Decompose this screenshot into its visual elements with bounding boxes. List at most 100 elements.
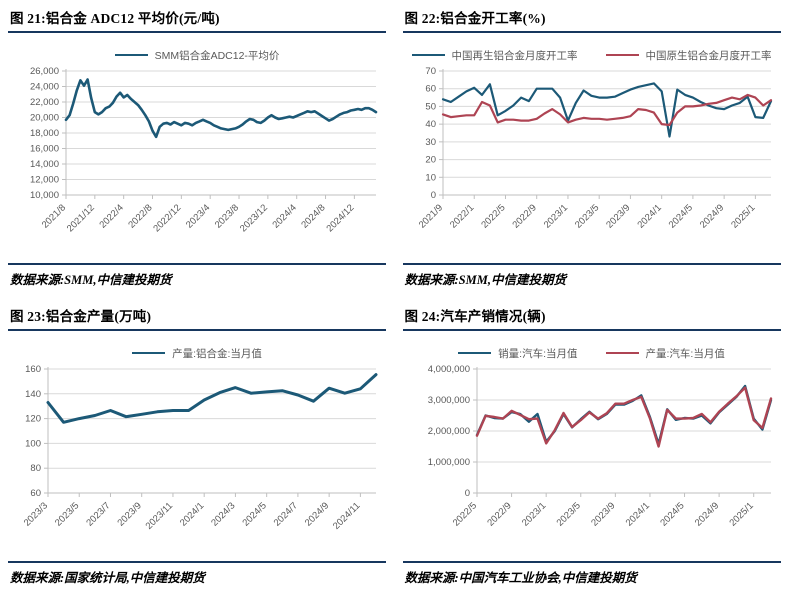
legend-line-swatch	[132, 351, 166, 355]
svg-text:40: 40	[425, 119, 436, 130]
svg-text:2024/7: 2024/7	[272, 500, 300, 528]
svg-text:2024/4: 2024/4	[270, 202, 298, 230]
legend-line-swatch	[114, 53, 148, 57]
figure-title-24: 图 24:汽车产销情况(辆)	[402, 300, 781, 331]
svg-text:20,000: 20,000	[30, 113, 59, 124]
svg-text:2024/1: 2024/1	[623, 500, 651, 528]
svg-text:20: 20	[425, 155, 436, 166]
chart-21-legend: SMM铝合金ADC12-平均价	[8, 47, 386, 63]
svg-text:2025/1: 2025/1	[727, 500, 755, 528]
svg-text:2021/9: 2021/9	[416, 202, 444, 230]
svg-text:2022/9: 2022/9	[510, 202, 538, 230]
figure-title-23: 图 23:铝合金产量(万吨)	[8, 300, 386, 331]
svg-text:2023/9: 2023/9	[604, 202, 632, 230]
legend-label: 产量:汽车:当月值	[645, 347, 725, 360]
svg-text:120: 120	[25, 414, 41, 425]
svg-text:2023/11: 2023/11	[144, 500, 176, 532]
svg-text:14,000: 14,000	[30, 159, 59, 170]
svg-text:2023/7: 2023/7	[84, 500, 112, 528]
svg-text:2022/9: 2022/9	[485, 500, 513, 528]
legend-line-swatch	[605, 351, 639, 355]
svg-text:2022/5: 2022/5	[479, 202, 507, 230]
svg-text:3,000,000: 3,000,000	[427, 395, 469, 406]
figure-title-21: 图 21:铝合金 ADC12 平均价(元/吨)	[8, 2, 386, 33]
figure-panel-23: 图 23:铝合金产量(万吨) 产量:铝合金:当月值 60 80 100 120 140 1…	[8, 300, 386, 588]
legend-line-swatch	[411, 53, 445, 57]
svg-text:60: 60	[425, 84, 436, 95]
svg-text:18,000: 18,000	[30, 128, 59, 139]
legend-item: 中国再生铝合金月度开工率	[411, 48, 578, 63]
data-source-note-22: 数据来源:SMM,中信建投期货	[402, 263, 781, 290]
svg-text:2023/5: 2023/5	[572, 202, 600, 230]
svg-text:2024/3: 2024/3	[209, 500, 237, 528]
svg-text:80: 80	[30, 463, 41, 474]
legend-item: 中国原生铝合金月度开工率	[605, 48, 772, 63]
svg-text:2023/3: 2023/3	[22, 500, 50, 528]
svg-text:140: 140	[25, 389, 41, 400]
svg-text:2024/9: 2024/9	[303, 500, 331, 528]
chart-23-alloy-output: 60 80 100 120 140 160 2023/3 2023/5 2023/7 2023/9…	[22, 364, 378, 532]
svg-text:2024/9: 2024/9	[697, 202, 725, 230]
legend-label: 中国原生铝合金月度开工率	[645, 49, 772, 62]
svg-text:16,000: 16,000	[30, 144, 59, 155]
chart-23-legend: 产量:铝合金:当月值	[8, 345, 386, 361]
legend-item: 产量:汽车:当月值	[605, 346, 725, 361]
svg-text:2024/5: 2024/5	[666, 202, 694, 230]
svg-text:1,000,000: 1,000,000	[427, 457, 469, 468]
svg-text:2024/1: 2024/1	[635, 202, 663, 230]
svg-text:2022/1: 2022/1	[447, 202, 475, 230]
legend-line-swatch	[458, 351, 492, 355]
svg-text:2024/11: 2024/11	[331, 500, 363, 532]
svg-text:2023/1: 2023/1	[541, 202, 569, 230]
svg-text:2021/12: 2021/12	[65, 202, 97, 234]
legend-item: 销量:汽车:当月值	[458, 346, 578, 361]
legend-item: 产量:铝合金:当月值	[132, 346, 262, 361]
svg-text:2023/9: 2023/9	[115, 500, 143, 528]
svg-text:100: 100	[25, 438, 41, 449]
svg-text:2024/1: 2024/1	[178, 500, 206, 528]
chart-21-adc12-average-price: 10,000 12,000 14,000 16,000 18,000 20,000 22,0…	[30, 66, 378, 234]
figure-panel-21: 图 21:铝合金 ADC12 平均价(元/吨) SMM铝合金ADC12-平均价 …	[8, 2, 386, 290]
svg-text:10,000: 10,000	[30, 190, 59, 201]
data-source-note-24: 数据来源:中国汽车工业协会,中信建投期货	[402, 561, 781, 588]
figure-title-22: 图 22:铝合金开工率(%)	[402, 2, 781, 33]
svg-text:2022/5: 2022/5	[450, 500, 478, 528]
svg-text:4,000,000: 4,000,000	[427, 364, 469, 375]
svg-text:22,000: 22,000	[30, 97, 59, 108]
svg-text:0: 0	[430, 190, 435, 201]
figure-panel-24: 图 24:汽车产销情况(辆) 销量:汽车:当月值 产量:汽车:当月值 0 1,000…	[402, 300, 781, 588]
legend-label: 产量:铝合金:当月值	[172, 347, 262, 360]
svg-text:2023/12: 2023/12	[238, 202, 270, 234]
legend-label: 中国再生铝合金月度开工率	[451, 49, 578, 62]
chart-24-legend: 销量:汽车:当月值 产量:汽车:当月值	[403, 345, 781, 361]
data-source-note-21: 数据来源:SMM,中信建投期货	[8, 263, 386, 290]
svg-text:2022/4: 2022/4	[97, 202, 125, 230]
svg-text:24,000: 24,000	[30, 82, 59, 93]
svg-text:2024/9: 2024/9	[692, 500, 720, 528]
svg-text:60: 60	[30, 488, 41, 499]
svg-text:2023/5: 2023/5	[53, 500, 81, 528]
svg-text:160: 160	[25, 364, 41, 375]
svg-text:0: 0	[464, 488, 469, 499]
legend-label: SMM铝合金ADC12-平均价	[154, 49, 280, 62]
svg-text:2,000,000: 2,000,000	[427, 426, 469, 437]
svg-text:50: 50	[425, 101, 436, 112]
legend-line-swatch	[605, 53, 639, 57]
chart-24-auto-production-sales: 0 1,000,000 2,000,000 3,000,000 4,000,000 202…	[427, 364, 772, 529]
svg-text:2023/1: 2023/1	[519, 500, 547, 528]
svg-text:26,000: 26,000	[30, 66, 59, 77]
svg-text:2023/5: 2023/5	[554, 500, 582, 528]
svg-text:2022/12: 2022/12	[151, 202, 183, 234]
legend-item: SMM铝合金ADC12-平均价	[114, 48, 280, 63]
svg-text:2023/9: 2023/9	[589, 500, 617, 528]
svg-text:2024/5: 2024/5	[240, 500, 268, 528]
svg-text:2024/12: 2024/12	[324, 202, 356, 234]
svg-text:2023/4: 2023/4	[184, 202, 212, 230]
svg-text:12,000: 12,000	[30, 175, 59, 186]
svg-text:2024/5: 2024/5	[658, 500, 686, 528]
data-source-note-23: 数据来源:国家统计局,中信建投期货	[8, 561, 386, 588]
figure-panel-22: 图 22:铝合金开工率(%) 中国再生铝合金月度开工率 中国原生铝合金月度开工率 …	[402, 2, 781, 290]
legend-label: 销量:汽车:当月值	[498, 347, 578, 360]
